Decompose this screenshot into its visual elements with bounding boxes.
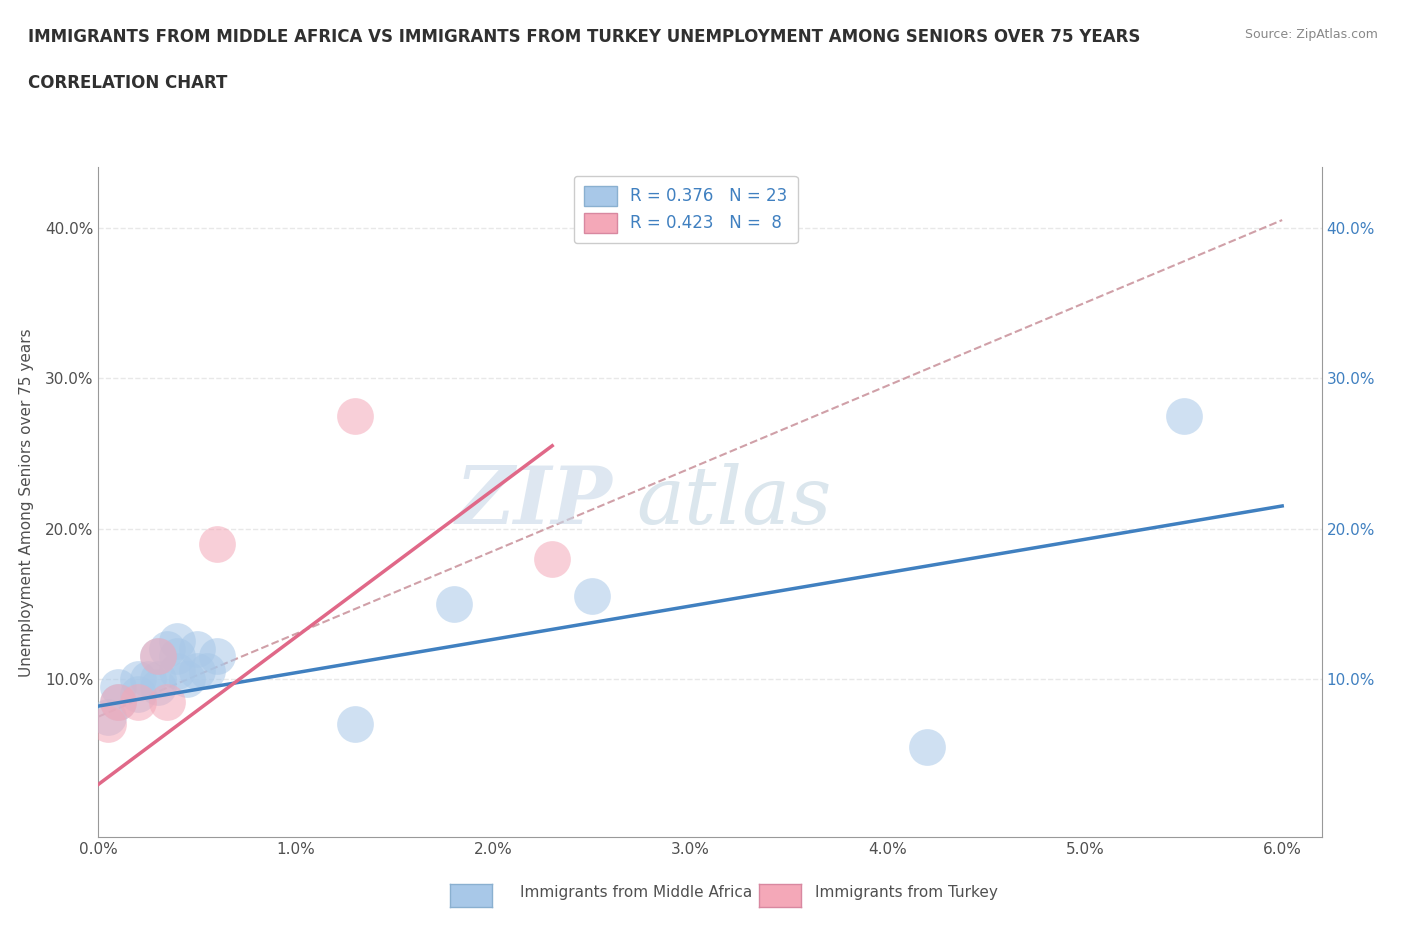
Text: Source: ZipAtlas.com: Source: ZipAtlas.com xyxy=(1244,28,1378,41)
Point xyxy=(97,710,120,724)
Point xyxy=(205,649,228,664)
Point xyxy=(541,551,564,566)
Point xyxy=(107,694,129,709)
Point xyxy=(581,589,603,604)
Point xyxy=(146,649,169,664)
Text: Immigrants from Turkey: Immigrants from Turkey xyxy=(815,885,998,900)
Point xyxy=(127,671,149,686)
Point xyxy=(127,694,149,709)
Point xyxy=(915,739,938,754)
Point xyxy=(107,694,129,709)
Point xyxy=(176,671,198,686)
Text: Immigrants from Middle Africa: Immigrants from Middle Africa xyxy=(520,885,752,900)
Point xyxy=(186,664,208,679)
Point xyxy=(343,717,366,732)
Y-axis label: Unemployment Among Seniors over 75 years: Unemployment Among Seniors over 75 years xyxy=(18,328,34,676)
Point xyxy=(136,671,159,686)
Point xyxy=(443,596,465,611)
Point xyxy=(146,679,169,694)
Point xyxy=(156,694,179,709)
Point xyxy=(1173,408,1195,423)
Point xyxy=(166,664,188,679)
Point xyxy=(186,642,208,657)
Text: atlas: atlas xyxy=(637,463,832,541)
Point xyxy=(127,686,149,701)
Text: ZIP: ZIP xyxy=(456,463,612,541)
Point xyxy=(205,536,228,551)
Point xyxy=(166,634,188,649)
Text: CORRELATION CHART: CORRELATION CHART xyxy=(28,74,228,92)
Point xyxy=(107,679,129,694)
Point xyxy=(166,649,188,664)
Point xyxy=(146,649,169,664)
Point xyxy=(343,408,366,423)
Point xyxy=(195,664,218,679)
Point xyxy=(146,671,169,686)
Text: IMMIGRANTS FROM MIDDLE AFRICA VS IMMIGRANTS FROM TURKEY UNEMPLOYMENT AMONG SENIO: IMMIGRANTS FROM MIDDLE AFRICA VS IMMIGRA… xyxy=(28,28,1140,46)
Point xyxy=(156,642,179,657)
Point xyxy=(97,717,120,732)
Legend: R = 0.376   N = 23, R = 0.423   N =  8: R = 0.376 N = 23, R = 0.423 N = 8 xyxy=(574,176,797,243)
